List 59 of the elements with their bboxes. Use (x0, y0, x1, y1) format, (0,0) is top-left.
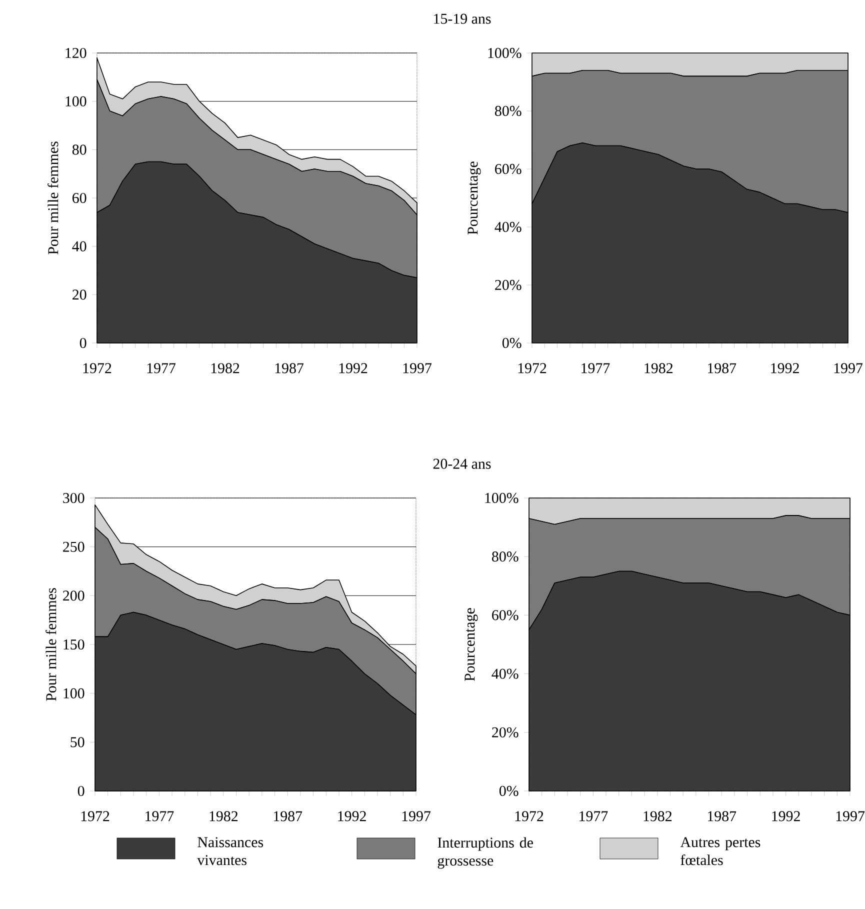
y-tick-label: 80% (492, 552, 518, 562)
x-tick-label: 1982 (644, 363, 673, 374)
y-tick-label: 100 (66, 96, 86, 106)
x-tick-label: 1997 (403, 363, 432, 374)
x-tick-label: 1987 (708, 363, 736, 374)
y-tick-label: 60 (72, 192, 86, 204)
y-tick-label: 40 (72, 241, 86, 252)
y-tick-label: 40% (494, 222, 522, 232)
x-tick-label: 1977 (147, 363, 176, 374)
legend-label: Interruptions de grossesse (438, 837, 533, 869)
legend-label: Autres pertes fœtales (680, 837, 760, 866)
x-tick-label: 1987 (708, 811, 736, 822)
y-tick-label: 80% (494, 106, 522, 116)
y-tick-label: 40% (492, 668, 518, 679)
y-axis-title: Pour mille femmes (46, 588, 56, 701)
y-tick-label: 60% (492, 610, 518, 620)
y-tick-label: 150 (64, 639, 84, 650)
x-tick-label: 1992 (339, 363, 368, 374)
y-tick-label: 120 (66, 48, 86, 58)
y-axis-title: Pourcentage (464, 608, 478, 681)
y-tick-label: 0 (78, 786, 84, 796)
y-tick-label: 20 (72, 290, 86, 300)
y-axis-title: Pourcentage (468, 162, 481, 234)
y-tick-label: 300 (63, 492, 84, 504)
y-tick-label: 0% (499, 786, 518, 796)
legend-label: Naissances vivantes (197, 837, 264, 866)
y-tick-label: 20% (492, 727, 518, 738)
x-tick-label: 1992 (338, 811, 366, 822)
x-tick-label: 1982 (210, 811, 238, 822)
y-tick-label: 60% (495, 164, 522, 174)
y-tick-label: 250 (63, 542, 84, 552)
y-axis-title: Pour mille femmes (48, 142, 58, 254)
y-tick-label: 200 (63, 590, 84, 601)
x-tick-label: 1992 (771, 363, 799, 374)
y-tick-label: 100 (64, 688, 84, 698)
text: 20-24 ans (433, 458, 491, 469)
x-tick-label: 1987 (274, 811, 302, 822)
text: 15-19 ans (434, 14, 491, 24)
x-tick-label: 1982 (644, 811, 672, 822)
x-tick-label: 1982 (211, 363, 240, 374)
y-tick-label: 0% (502, 338, 522, 348)
x-tick-label: 1977 (146, 811, 174, 822)
x-tick-label: 1997 (834, 363, 863, 374)
x-tick-label: 1977 (582, 363, 610, 374)
x-tick-label: 1972 (515, 811, 544, 822)
x-tick-label: 1992 (772, 811, 800, 822)
y-tick-label: 20% (495, 280, 522, 290)
y-tick-label: 100% (488, 48, 522, 58)
y-tick-label: 0 (80, 338, 86, 348)
x-tick-label: 1997 (402, 811, 430, 822)
x-tick-label: 1972 (81, 811, 110, 822)
x-tick-label: 1997 (836, 811, 865, 822)
y-tick-label: 80 (72, 144, 86, 155)
x-tick-label: 1987 (275, 363, 304, 374)
x-tick-label: 1977 (580, 811, 608, 822)
x-tick-label: 1972 (518, 363, 546, 374)
y-tick-label: 50 (70, 737, 84, 748)
x-tick-label: 1972 (83, 363, 112, 374)
y-tick-label: 100% (485, 492, 518, 504)
